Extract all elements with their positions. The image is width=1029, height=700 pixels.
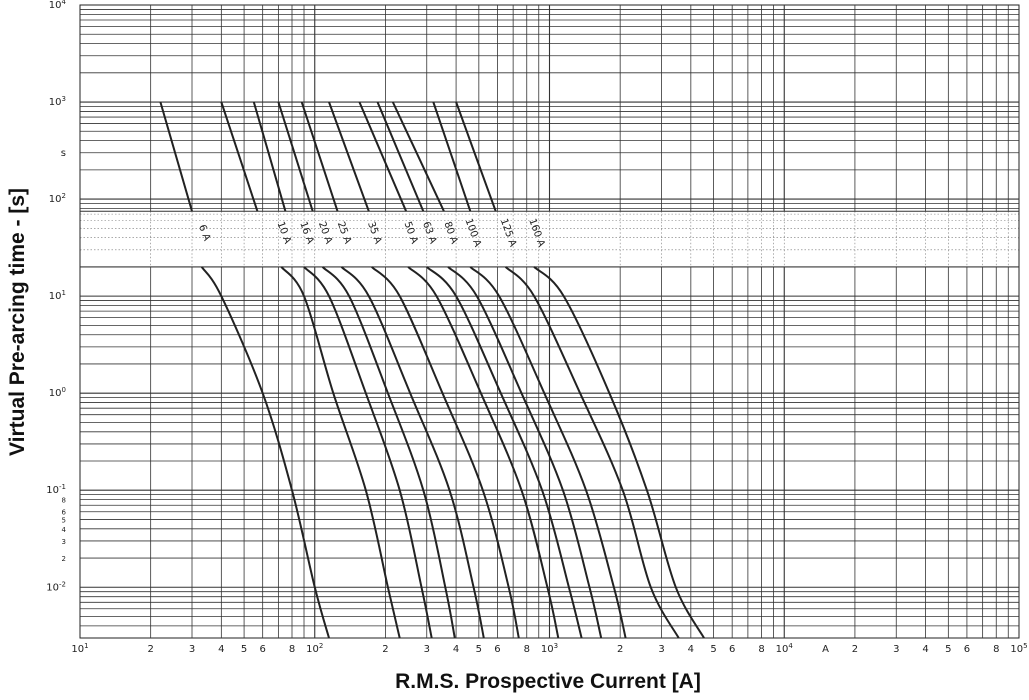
x-tick-label: 8 [993, 644, 999, 655]
x-tick-label: 8 [289, 644, 295, 655]
fuse-curve-upper-16a [252, 101, 287, 212]
x-tick-label: 3 [189, 644, 195, 655]
x-tick-label: 5 [710, 644, 716, 655]
x-tick-label: 8 [524, 644, 530, 655]
x-tick-label: 5 [241, 644, 247, 655]
fuse-curve-upper-20a [277, 101, 314, 212]
x-tick-label: 102 [306, 642, 323, 655]
fuse-curve-upper-80a [391, 101, 445, 212]
y-tick-label: 101 [49, 289, 66, 302]
fuse-curve-lower-63a [426, 266, 583, 639]
y-tick-label: 102 [49, 192, 66, 205]
x-tick-label: 4 [922, 644, 928, 655]
x-tick-label: A [822, 644, 829, 655]
fuse-curve-upper-50a [358, 101, 408, 212]
fuse-curve-upper-63a [376, 101, 425, 212]
fuse-curve-lower-16a [303, 266, 433, 639]
fuse-curve-lower-50a [407, 266, 560, 639]
fuse-curve-lower-25a [340, 266, 485, 639]
x-tick-label: 4 [218, 644, 224, 655]
y-axis-title: Virtual Pre-arcing time - [s] [6, 188, 29, 456]
fuse-curve-lower-100a [469, 266, 627, 639]
y-tick-label: 10-1 [46, 483, 66, 496]
x-tick-label: 101 [71, 642, 88, 655]
y-tick-label: 10-2 [46, 580, 66, 593]
y-tick-label: 3 [62, 538, 66, 546]
x-tick-label: 5 [945, 644, 951, 655]
x-tick-label: 5 [476, 644, 482, 655]
x-tick-label: 4 [453, 644, 459, 655]
x-tick-label: 3 [424, 644, 430, 655]
fuse-curve-upper-100a [432, 101, 472, 212]
x-tick-label: 6 [729, 644, 735, 655]
x-tick-label: 103 [541, 642, 558, 655]
y-tick-label: 6 [62, 509, 67, 517]
x-tick-label: 2 [852, 644, 858, 655]
y-tick-label: 100 [49, 386, 66, 399]
fuse-curve-upper-35a [328, 101, 370, 212]
fuse-curve-lower-125a [504, 266, 680, 639]
x-tick-label: 6 [494, 644, 500, 655]
x-tick-label: 2 [147, 644, 153, 655]
x-tick-label: 3 [658, 644, 664, 655]
y-tick-labels: 104 103 s 102 101 100 10-18 65 4 3 2 10-2 [46, 0, 66, 593]
y-tick-label: 104 [49, 0, 67, 11]
fuse-curve-upper-125a [455, 101, 497, 212]
fuse-curve-upper-25a [300, 101, 339, 212]
y-tick-label: 4 [62, 526, 67, 534]
x-tick-labels: 101 2 3 4 5 6 8 102 2 3 4 5 6 8 103 2 3 4 5 6 8 104 A 2 3 4 5 6 8 105 [71, 642, 1027, 655]
y-tick-label: 2 [62, 555, 66, 563]
fuse-curves [159, 101, 705, 639]
y-tick-label: 8 [62, 497, 66, 505]
x-tick-label: 6 [964, 644, 970, 655]
fuse-curve-lower-160a [533, 266, 705, 639]
y-tick-label: 103 [49, 95, 66, 108]
x-tick-label: 4 [688, 644, 694, 655]
fuse-curve-upper-6a [159, 101, 193, 212]
fuse-curve-lower-10a [280, 266, 401, 639]
fuse-curve-lower-35a [371, 266, 520, 639]
fuse-curve-lower-80a [447, 266, 603, 639]
fuse-curve-lower-20a [321, 266, 456, 639]
x-axis-title: R.M.S. Prospective Current [A] [395, 670, 701, 693]
x-tick-label: 104 [776, 642, 794, 655]
y-tick-label: 5 [62, 516, 66, 524]
x-tick-label: 8 [758, 644, 764, 655]
fuse-curve-upper-10a [220, 101, 259, 212]
x-tick-label: 105 [1010, 642, 1027, 655]
curve-label-6a: 6 A [196, 223, 212, 242]
x-tick-label: 2 [617, 644, 623, 655]
fuse-curve-lower-6a [200, 266, 330, 639]
y-tick-label: s [61, 148, 66, 159]
label-band-dotted-grid [80, 210, 1019, 268]
x-tick-label: 2 [382, 644, 388, 655]
x-tick-label: 3 [893, 644, 899, 655]
x-tick-label: 6 [259, 644, 265, 655]
